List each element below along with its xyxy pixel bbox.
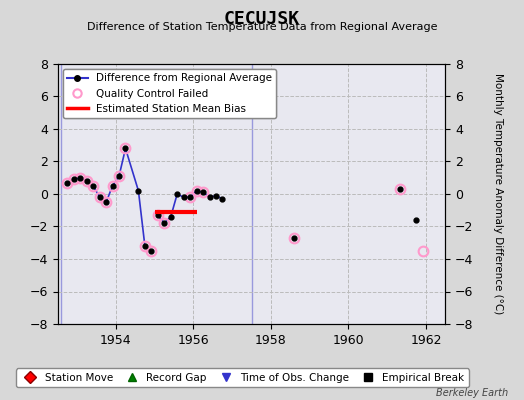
Text: Difference of Station Temperature Data from Regional Average: Difference of Station Temperature Data f… — [87, 22, 437, 32]
Legend: Difference from Regional Average, Quality Control Failed, Estimated Station Mean: Difference from Regional Average, Qualit… — [63, 69, 276, 118]
Y-axis label: Monthly Temperature Anomaly Difference (°C): Monthly Temperature Anomaly Difference (… — [493, 73, 503, 315]
Legend: Station Move, Record Gap, Time of Obs. Change, Empirical Break: Station Move, Record Gap, Time of Obs. C… — [16, 368, 469, 387]
Text: Berkeley Earth: Berkeley Earth — [436, 388, 508, 398]
Text: CECUJSK: CECUJSK — [224, 10, 300, 28]
